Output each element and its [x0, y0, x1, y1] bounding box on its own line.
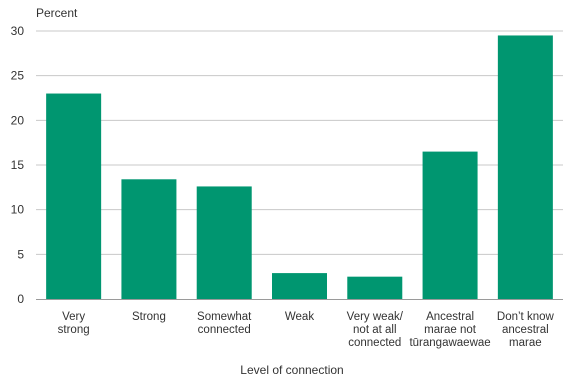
category-label-line: Strong: [132, 311, 166, 323]
bar: [196, 186, 252, 299]
bar: [497, 35, 553, 299]
y-tick-label: 25: [11, 69, 25, 83]
y-tick-label: 20: [11, 113, 25, 127]
y-tick-label: 0: [17, 292, 24, 306]
x-axis-title: Level of connection: [240, 363, 343, 376]
category-label-line: tūrangawaewae: [409, 337, 490, 349]
y-tick-label: 5: [17, 247, 24, 261]
category-label-line: Somewhat: [197, 311, 252, 323]
bar: [46, 93, 102, 300]
y-axis-title: Percent: [36, 6, 78, 20]
category-label-line: marae: [509, 337, 542, 349]
category-label: Don’t know ancestral marae: [497, 311, 555, 349]
category-label-line: Very: [62, 311, 85, 323]
category-label-line: connected: [198, 324, 251, 336]
category-label-line: Very weak/: [347, 311, 404, 323]
y-tick-label: 10: [11, 203, 25, 217]
category-label-line: Don’t know: [497, 311, 555, 323]
category-label-line: connected: [348, 337, 401, 349]
bar: [121, 179, 177, 299]
category-label: Very strong: [58, 311, 90, 336]
gridlines: [36, 30, 563, 255]
bar: [272, 273, 327, 299]
category-label-line: Weak: [285, 311, 314, 323]
category-label-line: Ancestral: [426, 311, 474, 323]
category-label: Strong: [132, 311, 166, 323]
bar: [347, 276, 403, 299]
bars: [46, 35, 553, 300]
y-tick-label: 30: [11, 24, 25, 38]
bar: [422, 151, 478, 299]
y-tick-label: 15: [11, 158, 25, 172]
category-label: Weak: [285, 311, 314, 323]
category-label-line: strong: [58, 324, 90, 336]
category-label: Somewhat connected: [197, 311, 252, 336]
y-tick-labels: 0 5 10 15 20 25 30: [11, 24, 25, 306]
category-label: Very weak/not at all connected: [347, 311, 404, 349]
category-label-line: ancestral: [502, 324, 549, 336]
category-label: Ancestral marae not tūrangawaewae: [409, 311, 490, 349]
category-label-line: not at all: [353, 324, 396, 336]
category-label-line: marae not: [424, 324, 477, 336]
